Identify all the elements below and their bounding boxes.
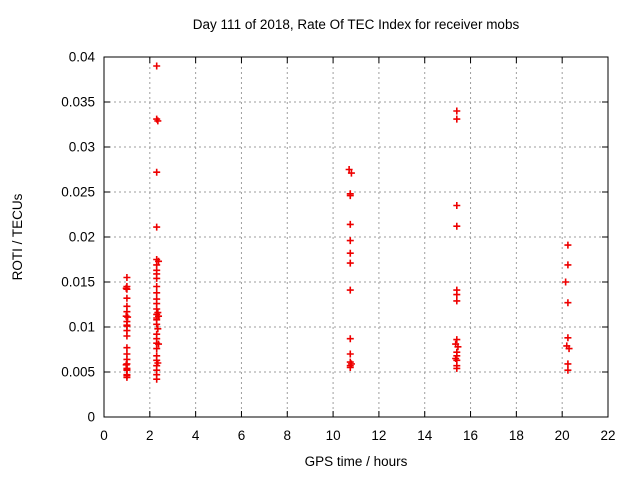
data-point-marker: [123, 344, 131, 352]
data-point-marker: [454, 343, 462, 351]
data-point-marker: [153, 289, 161, 297]
x-tick-label: 18: [509, 428, 524, 443]
data-point-marker: [346, 237, 354, 245]
data-point-marker: [345, 166, 353, 173]
data-point-marker: [346, 259, 354, 267]
data-point-marker: [153, 62, 161, 70]
data-point-marker: [154, 325, 162, 333]
x-tick-label: 12: [371, 428, 386, 443]
data-point-marker: [347, 169, 355, 177]
x-tick-label: 0: [100, 428, 108, 443]
x-tick-label: 16: [463, 428, 478, 443]
data-point-marker: [153, 274, 161, 282]
y-axis-label: ROTI / TECUs: [10, 193, 25, 280]
x-tick-label: 22: [600, 428, 615, 443]
y-tick-label: 0: [87, 410, 95, 425]
y-tick-label: 0.04: [69, 50, 96, 65]
x-tick-label: 10: [326, 428, 341, 443]
data-point-marker: [564, 241, 572, 249]
data-point-marker: [346, 249, 354, 257]
x-tick-label: 14: [417, 428, 433, 443]
data-point-marker: [565, 345, 573, 353]
data-point-marker: [453, 107, 461, 115]
data-point-marker: [123, 285, 131, 293]
y-tick-label: 0.005: [61, 365, 95, 380]
x-tick-label: 6: [238, 428, 246, 443]
data-point-marker: [453, 222, 461, 230]
chart-title: Day 111 of 2018, Rate Of TEC Index for r…: [193, 17, 520, 32]
data-point-marker: [346, 350, 354, 358]
data-point-marker: [346, 192, 354, 200]
x-axis-label: GPS time / hours: [305, 454, 408, 469]
x-tick-label: 20: [555, 428, 570, 443]
data-point-marker: [154, 117, 162, 125]
data-point-marker: [453, 202, 461, 209]
data-point-marker: [155, 340, 163, 348]
data-point-marker: [453, 297, 461, 305]
data-point-marker: [153, 320, 161, 328]
y-tick-label: 0.015: [61, 275, 95, 290]
data-point-marker: [153, 345, 161, 353]
data-point-marker: [453, 336, 461, 344]
x-tick-label: 8: [284, 428, 292, 443]
data-point-marker: [346, 364, 354, 371]
data-point-marker: [453, 364, 461, 372]
data-point-marker: [153, 223, 161, 231]
data-point-marker: [153, 375, 161, 383]
data-point-marker: [562, 278, 570, 286]
x-tick-label: 2: [146, 428, 154, 443]
data-point-marker: [346, 286, 354, 294]
data-point-marker: [564, 360, 572, 368]
y-tick-label: 0.03: [69, 140, 95, 155]
data-point-marker: [153, 283, 161, 290]
data-point-marker: [123, 332, 131, 340]
y-tick-label: 0.035: [61, 95, 95, 110]
data-point-marker: [153, 168, 161, 176]
data-point-marker: [564, 261, 572, 269]
y-tick-label: 0.01: [69, 320, 95, 335]
y-tick-label: 0.02: [69, 230, 95, 245]
data-point-marker: [123, 373, 131, 381]
data-point-marker: [123, 294, 131, 302]
data-point-marker: [453, 291, 461, 299]
data-point-marker: [564, 299, 572, 307]
data-point-marker: [346, 220, 354, 228]
data-point-marker: [346, 335, 354, 343]
data-point-marker: [123, 274, 131, 281]
data-point-marker: [564, 334, 572, 342]
y-tick-label: 0.025: [61, 185, 95, 200]
data-point-marker: [155, 257, 163, 265]
data-point-marker: [564, 366, 572, 374]
x-tick-label: 4: [192, 428, 200, 443]
data-point-marker: [453, 115, 461, 123]
